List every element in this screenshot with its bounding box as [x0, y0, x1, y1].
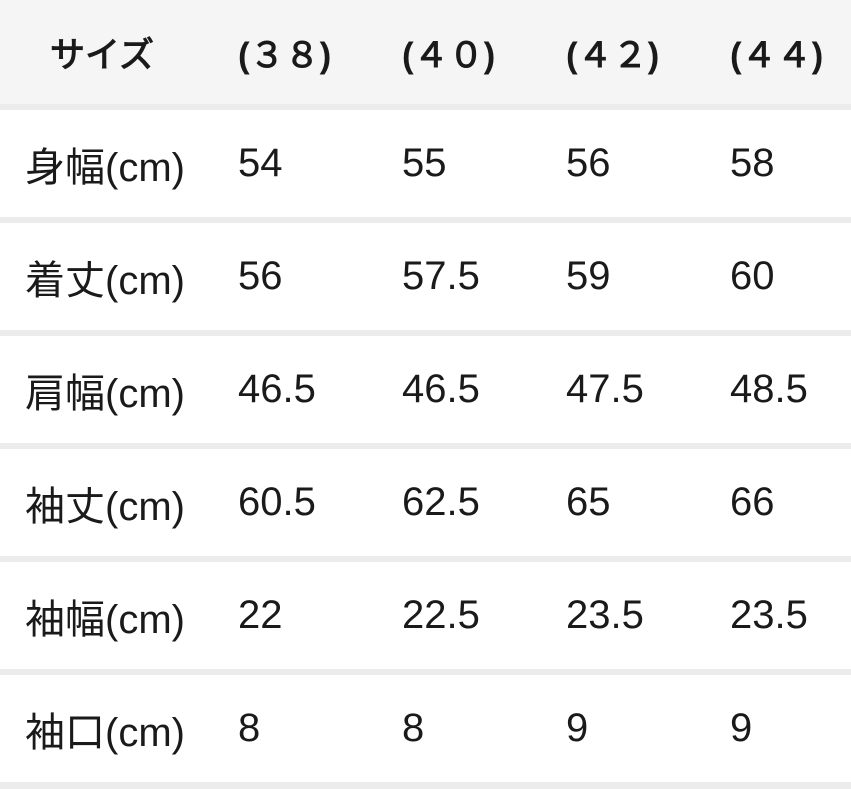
size-value: 58 [730, 141, 775, 185]
size-value: 47.5 [566, 367, 644, 411]
header-size-38: (３８) [238, 35, 332, 75]
row-separator [0, 330, 851, 336]
row-separator [0, 556, 851, 562]
header-size-label: サイズ [50, 35, 154, 75]
row-label: 身幅(cm) [25, 145, 185, 190]
size-value: 54 [238, 141, 283, 185]
row-separator [0, 443, 851, 449]
size-value: 62.5 [402, 480, 480, 524]
row-label: 肩幅(cm) [25, 371, 185, 416]
size-value: 60.5 [238, 480, 316, 524]
size-value: 22 [238, 593, 283, 637]
row-label: 着丈(cm) [25, 258, 185, 303]
row-separator [0, 217, 851, 223]
size-value: 60 [730, 254, 775, 298]
header-size-44: (４４) [730, 35, 824, 75]
header-row: サイズ (３８) (４０) (４２) (４４) [0, 0, 851, 104]
row-separator [0, 669, 851, 675]
size-value: 56 [238, 254, 283, 298]
row-label: 袖口(cm) [25, 710, 185, 755]
row-label: 袖丈(cm) [25, 484, 185, 529]
size-value: 23.5 [566, 593, 644, 637]
size-value: 23.5 [730, 593, 808, 637]
header-size-42: (４２) [566, 35, 660, 75]
size-value: 65 [566, 480, 611, 524]
size-value: 9 [566, 706, 589, 750]
table-row-cuff-width: 袖口(cm) 8 8 9 9 [0, 675, 851, 782]
size-value: 8 [402, 706, 425, 750]
table-row-shoulder-width: 肩幅(cm) 46.5 46.5 47.5 48.5 [0, 336, 851, 443]
header-size-40: (４０) [402, 35, 496, 75]
size-value: 46.5 [238, 367, 316, 411]
size-value: 59 [566, 254, 611, 298]
row-label: 袖幅(cm) [25, 597, 185, 642]
table-row-body-width: 身幅(cm) 54 55 56 58 [0, 110, 851, 217]
size-value: 48.5 [730, 367, 808, 411]
size-value: 22.5 [402, 593, 480, 637]
size-value: 8 [238, 706, 261, 750]
row-separator [0, 782, 851, 789]
size-value: 46.5 [402, 367, 480, 411]
table-row-sleeve-length: 袖丈(cm) 60.5 62.5 65 66 [0, 449, 851, 556]
size-value: 9 [730, 706, 753, 750]
size-value: 56 [566, 141, 611, 185]
size-value: 66 [730, 480, 775, 524]
size-value: 55 [402, 141, 447, 185]
size-value: 57.5 [402, 254, 480, 298]
table-row-body-length: 着丈(cm) 56 57.5 59 60 [0, 223, 851, 330]
row-separator [0, 104, 851, 110]
table-row-sleeve-width: 袖幅(cm) 22 22.5 23.5 23.5 [0, 562, 851, 669]
